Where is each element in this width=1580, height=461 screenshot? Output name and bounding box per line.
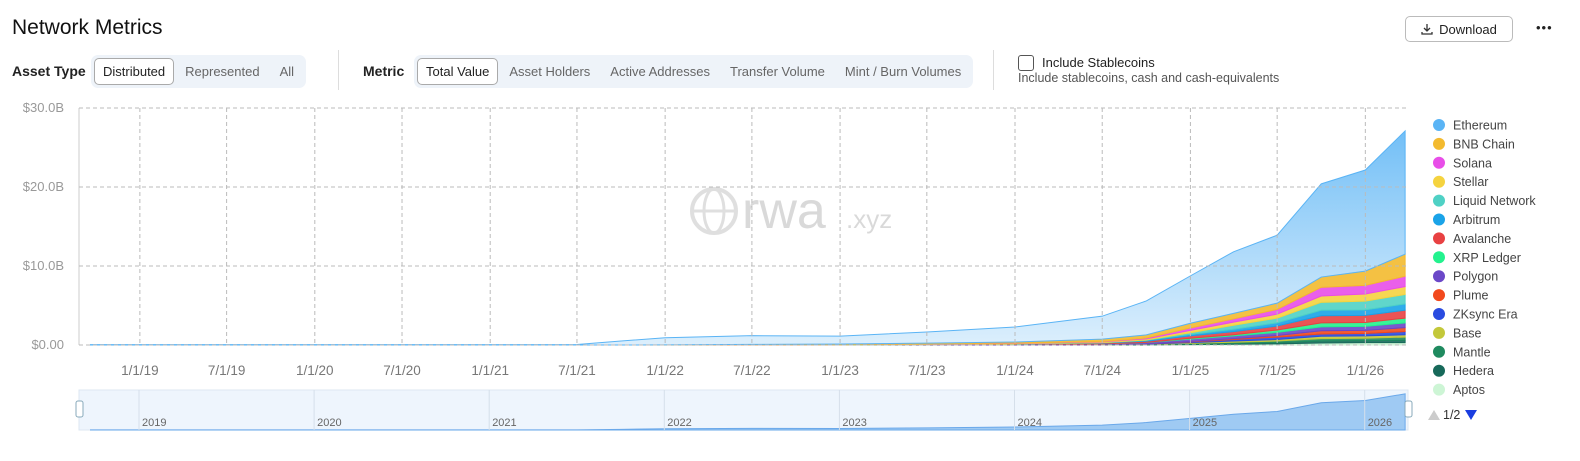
x-tick-label: 1/1/22 [646,363,684,378]
toggle-option[interactable]: Distributed [94,58,175,85]
legend-prev [1428,410,1440,420]
legend-label: Mantle [1453,345,1491,359]
legend-swatch [1433,270,1445,283]
legend-swatch [1433,175,1445,188]
legend-label: ZKsync Era [1453,308,1518,322]
watermark-globe [702,187,726,235]
x-tick-label: 1/1/21 [471,363,509,378]
legend-label: Liquid Network [1453,194,1536,208]
x-tick-label: 1/1/20 [296,363,334,378]
x-tick-label: 7/1/24 [1083,363,1121,378]
legend-page: 1/2 [1443,408,1460,422]
toggle-option[interactable]: Total Value [417,58,499,85]
separator [993,50,994,90]
legend-label: Plume [1453,289,1488,303]
metric-label: Metric [363,63,405,79]
toggle-option[interactable]: Asset Holders [509,64,591,79]
x-tick-label: 1/1/26 [1347,363,1385,378]
x-tick-label: 1/1/24 [996,363,1034,378]
legend-swatch [1433,137,1445,150]
legend-swatch [1433,156,1445,169]
y-tick-label: $20.0B [23,179,64,194]
legend-swatch [1433,213,1445,226]
x-tick-label: 7/1/22 [733,363,771,378]
navigator-label: 2025 [1193,417,1217,429]
legend-swatch [1433,364,1445,377]
legend-label: XRP Ledger [1453,251,1521,265]
legend-label: Arbitrum [1453,213,1500,227]
x-tick-label: 7/1/20 [383,363,421,378]
stablecoin-checkbox[interactable] [1018,55,1034,71]
navigator-handle[interactable] [75,400,84,418]
legend-swatch [1433,119,1445,131]
legend-label: Solana [1453,156,1492,170]
toggle-option[interactable]: Represented [185,64,260,79]
x-tick-label: 7/1/21 [558,363,596,378]
metric-toggle: Total Value Asset Holders Active Addresses… [414,55,974,88]
x-tick-label: 1/1/19 [121,363,159,378]
download-icon [1421,24,1433,35]
watermark: rwa .xyz [690,182,892,240]
legend-swatch [1433,251,1445,264]
watermark-text: .xyz [846,204,892,234]
legend-label: Ethereum [1453,119,1507,133]
x-tick-label: 7/1/23 [908,363,946,378]
toggle-option[interactable]: Mint / Burn Volumes [844,64,962,79]
asset-type-toggle: Distributed Represented All [91,55,307,88]
navigator-label: 2022 [667,417,691,429]
legend-swatch [1433,232,1445,245]
navigator-label: 2024 [1018,417,1042,429]
toggle-option[interactable]: All [279,64,295,79]
legend-swatch [1433,308,1445,320]
download-button[interactable]: Download [1405,16,1513,42]
navigator-label: 2026 [1368,417,1392,429]
y-tick-label: $0.00 [31,337,64,352]
watermark-text: rwa [742,182,826,240]
legend-swatch [1433,289,1445,302]
legend-label: BNB Chain [1453,137,1515,151]
download-label: Download [1439,21,1497,37]
legend-swatch [1433,326,1445,339]
legend-label: Stellar [1453,175,1488,189]
asset-type-label: Asset Type [12,63,86,79]
x-tick-label: 7/1/19 [208,363,246,378]
legend-label: Aptos [1453,383,1485,397]
toggle-option[interactable]: Active Addresses [610,64,710,79]
x-tick-label: 1/1/23 [821,363,859,378]
more-menu[interactable]: ••• [1536,20,1553,35]
navigator-label: 2020 [317,417,341,429]
x-tick-label: 1/1/25 [1172,363,1210,378]
stablecoin-description: Include stablecoins, cash and cash-equiv… [1018,71,1280,85]
legend-swatch [1433,383,1445,396]
y-tick-label: $10.0B [23,258,64,273]
x-tick-label: 7/1/25 [1258,363,1296,378]
legend-label: Base [1453,326,1482,340]
stablecoin-label: Include Stablecoins [1042,55,1155,70]
legend-swatch [1433,194,1445,207]
legend-label: Hedera [1453,364,1494,378]
toggle-option[interactable]: Transfer Volume [730,64,825,79]
legend-swatch [1433,345,1445,358]
legend-label: Polygon [1453,270,1498,284]
navigator-label: 2021 [492,417,516,429]
y-tick-label: $30.0B [23,100,64,115]
navigator-label: 2023 [842,417,866,429]
navigator-label: 2019 [142,417,166,429]
watermark-globe [690,187,738,235]
legend-next[interactable] [1465,410,1477,420]
legend-label: Avalanche [1453,232,1511,246]
page-title: Network Metrics [12,16,163,39]
navigator-handle[interactable] [1404,400,1413,418]
separator [338,50,339,90]
